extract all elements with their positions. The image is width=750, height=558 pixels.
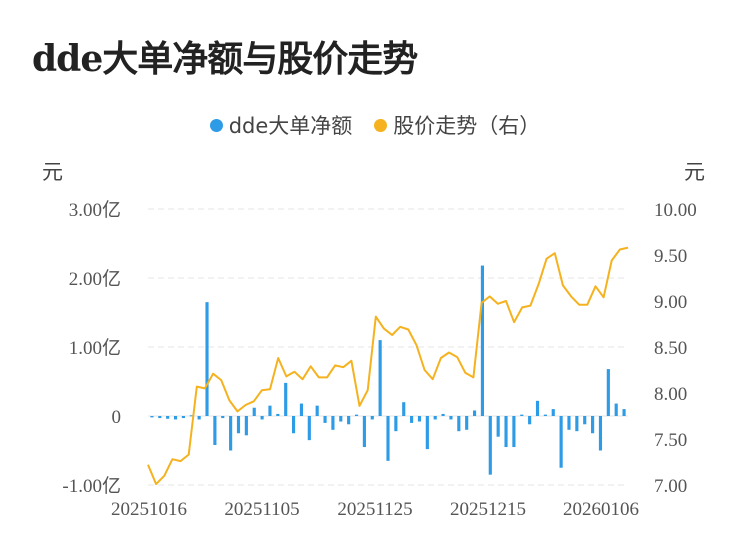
dde-bar [559,416,563,468]
legend-item-dde[interactable]: dde大单净额 [209,110,353,140]
right-axis-unit: 元 [684,160,705,184]
dde-bar [543,414,547,416]
dde-bar [205,302,209,416]
y-right-tick-label: 9.00 [654,292,687,313]
x-tick-label: 20251125 [337,499,412,520]
dde-bar [598,416,603,451]
x-tick-label: 20251016 [111,499,187,520]
dde-bar [189,415,193,417]
y-right-tick-label: 10.00 [654,200,697,221]
dde-bar [354,414,359,416]
dde-bar [378,340,382,416]
y-right-tick-label: 8.00 [654,384,687,405]
dde-bar [276,413,280,416]
legend-marker-price [374,118,388,132]
dde-bar [236,416,241,434]
dde-bar [386,416,390,461]
dde-bar [268,405,272,416]
dde-bar [331,416,335,430]
dde-bar [441,413,445,416]
legend-marker-dde [209,118,223,132]
dde-bar [591,416,595,434]
chart-legend: dde大单净额 股价走势（右） [0,110,750,140]
y-left-tick-label: -1.00亿 [62,475,121,497]
dde-bar [488,416,492,475]
dde-bar [323,416,327,423]
dde-bar [606,369,610,416]
dde-bar [173,416,178,420]
y-left-tick-label: 0 [112,407,122,428]
y-right-tick-label: 7.00 [654,476,687,497]
dde-bar [528,416,532,425]
dde-bar [166,416,170,419]
chart-title: dde大单净额与股价走势 [32,38,418,80]
x-tick-label: 20251215 [450,499,526,520]
dde-bar [433,416,437,420]
dde-bar [449,416,453,420]
dde-bar [504,416,508,448]
dde-bar [465,416,469,430]
legend-item-price[interactable]: 股价走势（右） [374,110,540,140]
dde-bar [480,265,484,416]
legend-label-dde: dde大单净额 [228,114,353,138]
dde-bar [457,416,461,432]
left-axis-unit: 元 [42,160,63,184]
dde-bar [284,382,288,416]
dde-bar [197,416,201,420]
dde-bar [260,416,264,420]
dde-bar [512,416,516,448]
dde-bar [551,409,555,416]
x-tick-label: 20260106 [563,499,639,520]
dde-bar [307,416,311,441]
dde-bar [583,416,587,425]
dde-bar [347,416,351,425]
dde-bar [575,416,579,432]
y-right-tick-label: 7.50 [654,430,687,451]
x-tick-label: 20251105 [224,499,299,520]
dde-bar [244,416,248,436]
dde-bar [535,400,540,416]
dde-bar [520,414,524,416]
dde-bar [150,416,154,418]
y-left-tick-label: 1.00亿 [69,337,121,359]
y-left-tick-label: 3.00亿 [69,199,121,221]
dde-bar [252,407,256,416]
dde-bar [229,416,233,451]
y-left-tick-label: 2.00亿 [69,268,121,290]
legend-label-price: 股价走势（右） [393,114,541,138]
dde-bar [496,416,500,437]
dde-bar [394,416,398,432]
dde-bar [402,402,406,416]
dde-bar [339,416,343,422]
dde-bar [315,405,319,416]
y-right-tick-label: 9.50 [654,246,687,267]
dde-bar [472,410,477,416]
dde-bar [614,403,618,416]
dde-bar [425,416,429,450]
dde-bar [181,416,185,419]
dde-bar [370,416,374,420]
dde-bar [213,416,217,445]
y-right-tick-label: 8.50 [654,338,687,359]
dde-bar [292,416,296,434]
dde-bar [299,403,304,416]
dde-bar [417,416,422,422]
dde-bar [567,416,571,430]
dde-bar [221,416,225,419]
dde-bar [622,409,626,416]
dde-bar [158,416,162,419]
dde-bar [410,416,414,423]
dde-bar [362,416,366,448]
price-line [147,246,629,486]
